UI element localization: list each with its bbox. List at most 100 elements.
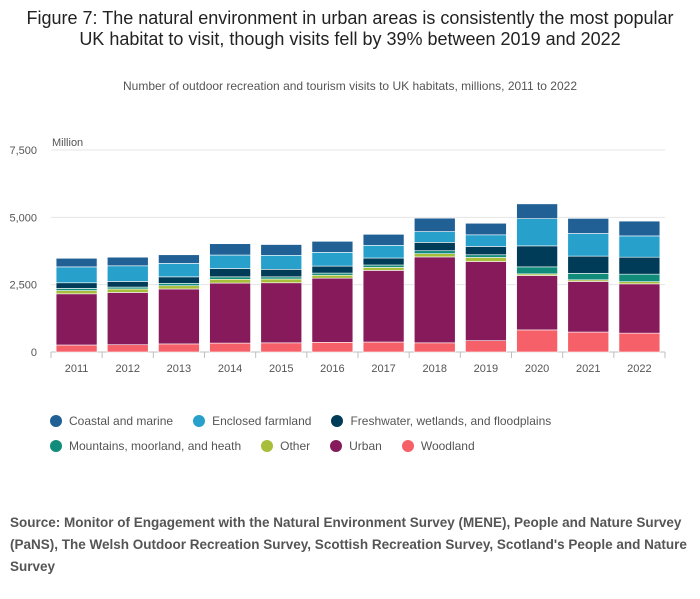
legend-swatch-enclosed-farmland [193,414,206,427]
bar-segment-woodland-2018 [413,342,456,353]
bar-segment-enclosed-farmland-2012 [106,265,149,282]
legend-label-enclosed-farmland: Enclosed farmland [212,413,312,428]
bar-segment-other-2015 [260,278,303,284]
legend-swatch-mountains [50,439,62,452]
legend-item-woodland: Woodland [401,438,475,453]
y-tick-label: 0 [31,347,37,359]
x-tick-label: 2012 [116,363,140,375]
bar-segment-other-2011 [55,290,98,295]
bar-segment-enclosed-farmland-2017 [362,245,405,259]
x-tick-label: 2022 [627,363,651,375]
legend-item-coastal-and-marine: Coastal and marine [50,414,173,428]
bar-segment-mountains-moorland-and-heath-2015 [260,276,303,280]
bar-segment-urban-2013 [158,288,200,345]
bar-segment-enclosed-farmland-2018 [413,231,456,243]
legend-item-enclosed-farmland: Enclosed farmland [193,414,311,428]
bar-segment-woodland-2012 [106,344,149,353]
x-tick-label: 2014 [218,363,242,375]
bar-segment-mountains-moorland-and-heath-2018 [413,250,456,254]
x-tick-label: 2017 [371,363,395,375]
legend-swatch-woodland [401,439,414,452]
legend-label-freshwater: Freshwater, wetlands, and floodplains [350,413,552,428]
legend-swatch-other [261,439,274,452]
bar-segment-mountains-moorland-and-heath-2016 [311,272,354,276]
legend-row-2: Mountains, moorland, and heath Other Urb… [50,433,690,458]
bar-segment-freshwater-wetlands-and-floodplains-2022 [618,256,661,275]
bar-segment-coastal-and-marine-2014 [209,243,251,256]
bar-segment-freshwater-wetlands-and-floodplains-2017 [362,257,405,266]
bar-segment-coastal-and-marine-2020 [516,203,558,219]
bar-segment-urban-2018 [413,256,456,344]
bar-segment-coastal-and-marine-2021 [567,218,610,234]
bar-segment-mountains-moorland-and-heath-2022 [618,273,661,283]
bar-segment-mountains-moorland-and-heath-2013 [158,283,200,287]
bar-segment-freshwater-wetlands-and-floodplains-2013 [158,276,200,284]
bar-segment-mountains-moorland-and-heath-2020 [516,266,558,275]
bar-segment-woodland-2022 [618,332,661,353]
legend-swatch-coastal-and-marine [50,414,62,427]
y-tick-label: 5,000 [9,212,37,224]
bar-segment-enclosed-farmland-2015 [260,255,303,270]
bar-segment-enclosed-farmland-2022 [618,235,661,258]
bar-segment-coastal-and-marine-2017 [362,234,405,246]
bar-segment-freshwater-wetlands-and-floodplains-2012 [106,281,149,288]
x-tick-label: 2015 [269,363,293,375]
x-tick-label: 2016 [320,363,344,375]
bar-segment-coastal-and-marine-2012 [106,256,149,267]
y-axis-label: Million [52,137,83,149]
legend-item-other: Other [261,439,310,453]
bar-segment-other-2018 [413,253,456,258]
legend-label-coastal-and-marine: Coastal and marine [69,413,174,428]
bar-segment-coastal-and-marine-2015 [260,244,303,256]
bar-segment-woodland-2013 [158,343,200,353]
bar-segment-enclosed-farmland-2014 [209,254,251,269]
bar-segment-coastal-and-marine-2022 [618,220,661,237]
bar-segment-woodland-2014 [209,342,251,353]
stacked-bar-chart: 0 2,500 5,000 7,500 Million 2011 2012 2013 2014 2… [9,137,666,375]
legend-label-woodland: Woodland [420,438,475,453]
bar-segment-mountains-moorland-and-heath-2017 [362,264,405,268]
bar-segment-enclosed-farmland-2013 [158,263,200,278]
y-tick-label: 2,500 [9,280,37,292]
bar-segment-other-2014 [209,278,251,284]
bar-segment-coastal-and-marine-2011 [55,257,98,268]
bar-segment-urban-2021 [567,281,610,333]
bar-segment-urban-2012 [106,292,149,346]
bar-segment-mountains-moorland-and-heath-2019 [465,254,507,258]
bar-segment-urban-2015 [260,282,303,344]
bar-segment-other-2016 [311,274,354,279]
bar-segment-coastal-and-marine-2013 [158,254,200,264]
bar-segment-woodland-2016 [311,342,354,353]
bar-segment-freshwater-wetlands-and-floodplains-2011 [55,282,98,289]
bar-segment-urban-2020 [516,275,558,331]
bar-segment-freshwater-wetlands-and-floodplains-2016 [311,265,354,274]
bar-segment-freshwater-wetlands-and-floodplains-2015 [260,269,303,278]
bar-segment-urban-2011 [55,293,98,346]
x-tick-label: 2019 [474,363,498,375]
bar-segment-coastal-and-marine-2018 [413,217,456,232]
bar-segment-other-2017 [362,267,405,271]
bar-segment-enclosed-farmland-2021 [567,233,610,257]
bar-segment-mountains-moorland-and-heath-2021 [567,273,610,281]
legend-row-1: Coastal and marine Enclosed farmland Fre… [50,408,690,433]
bar-segment-woodland-2020 [516,329,558,353]
legend-label-mountains: Mountains, moorland, and heath [69,438,242,453]
bar-segment-woodland-2021 [567,331,610,353]
x-tick-label: 2011 [65,363,89,375]
bar-segment-other-2019 [465,257,507,262]
bar-segment-enclosed-farmland-2011 [55,266,98,284]
bar-segment-freshwater-wetlands-and-floodplains-2019 [465,246,507,256]
bar-segment-coastal-and-marine-2019 [465,222,507,236]
bar-segment-other-2022 [618,281,661,285]
x-tick-label: 2021 [576,363,600,375]
bar-segment-woodland-2011 [55,344,98,353]
legend-label-urban: Urban [349,438,382,453]
bar-segment-urban-2016 [311,277,354,343]
chart-legend: Coastal and marine Enclosed farmland Fre… [50,408,690,458]
legend-swatch-freshwater [331,414,344,427]
bar-segment-urban-2022 [618,283,661,334]
bar-segment-freshwater-wetlands-and-floodplains-2021 [567,255,610,274]
source-note: Source: Monitor of Engagement with the N… [10,515,687,574]
bar-segment-woodland-2019 [465,340,507,353]
bar-segment-enclosed-farmland-2020 [516,218,558,247]
